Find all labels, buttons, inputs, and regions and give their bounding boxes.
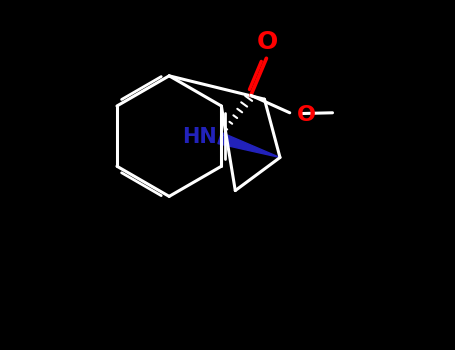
Text: O: O	[257, 30, 278, 54]
Text: HN: HN	[182, 127, 217, 147]
Polygon shape	[218, 133, 280, 158]
Text: O: O	[297, 105, 316, 125]
